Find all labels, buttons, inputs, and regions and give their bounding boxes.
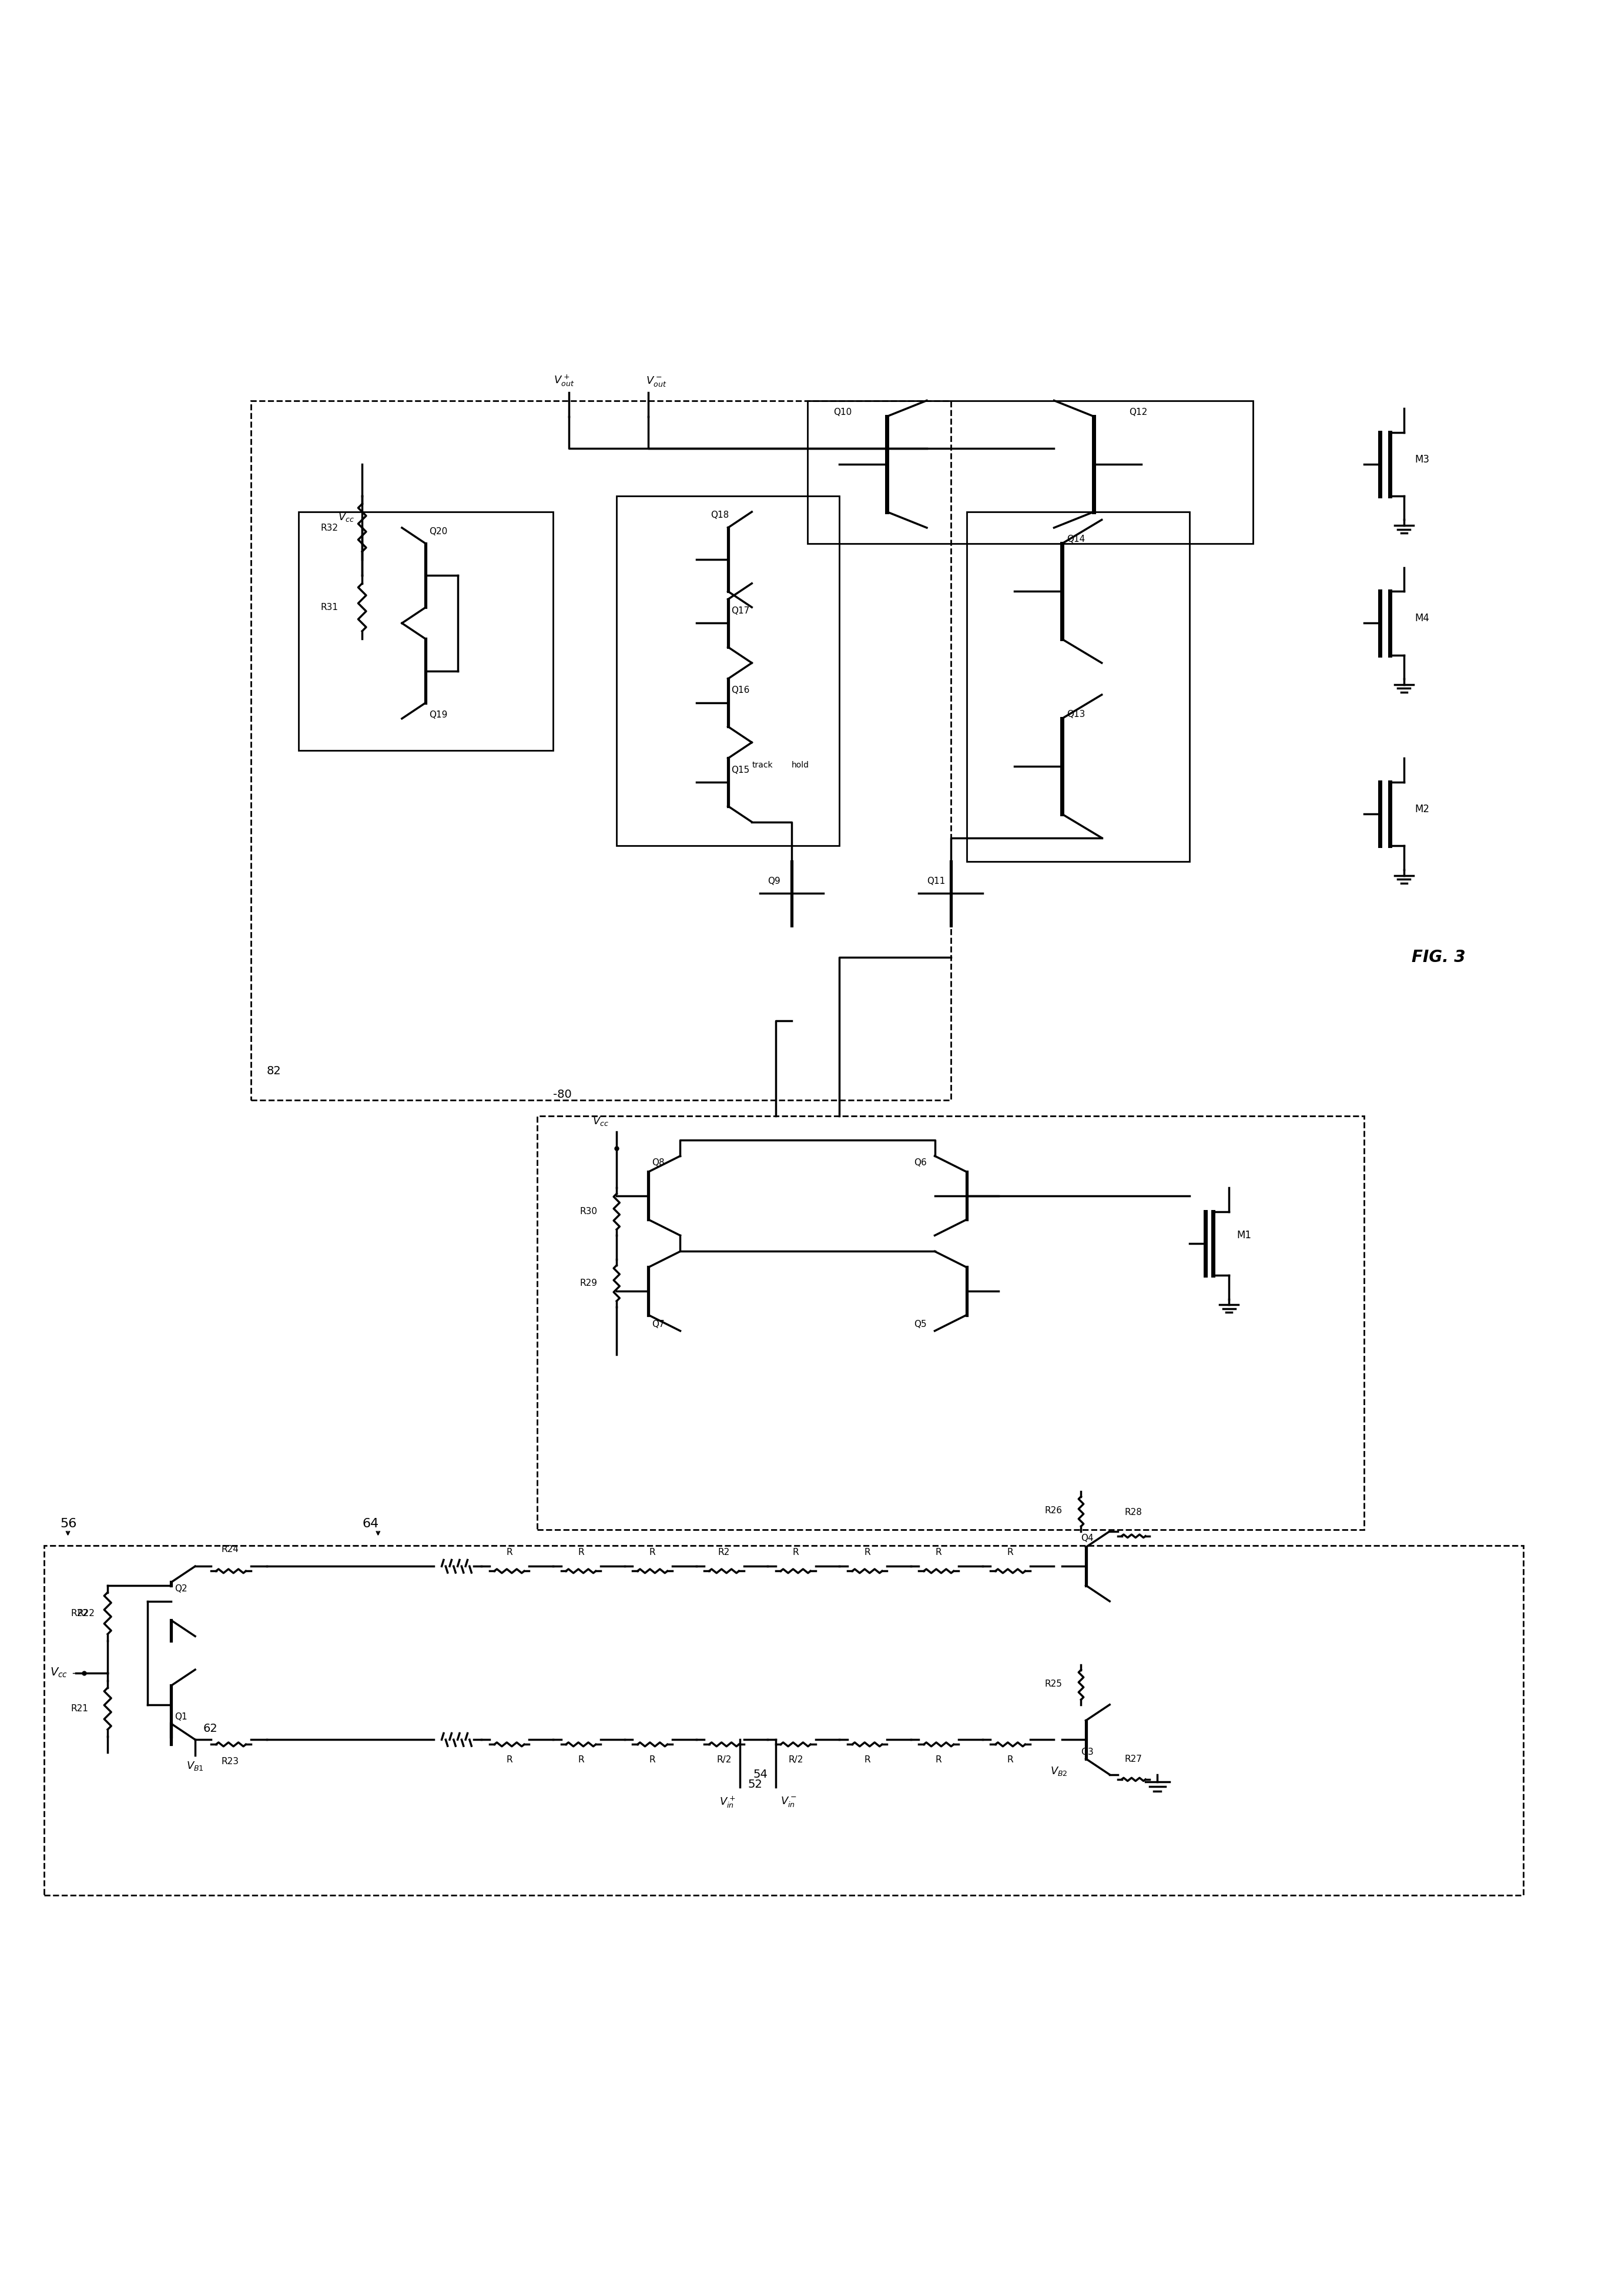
Text: Q14: Q14 (1068, 535, 1085, 544)
Text: R: R (793, 1548, 799, 1557)
Text: R: R (1008, 1548, 1013, 1557)
Text: Q15: Q15 (732, 765, 749, 774)
Text: Q6: Q6 (914, 1157, 927, 1166)
Text: Q13: Q13 (1068, 709, 1085, 719)
Text: Q5: Q5 (914, 1320, 927, 1329)
Text: R2: R2 (719, 1548, 730, 1557)
Text: Q10: Q10 (833, 409, 851, 416)
Text: $V_{cc}$: $V_{cc}$ (593, 1116, 609, 1127)
Text: R/2: R/2 (717, 1756, 732, 1763)
Text: R23: R23 (221, 1756, 239, 1766)
Text: R: R (935, 1756, 942, 1763)
Text: track: track (753, 762, 772, 769)
Text: $V_{out}^-$: $V_{out}^-$ (646, 374, 667, 388)
Text: R29: R29 (580, 1279, 598, 1288)
Text: $V_{cc}$: $V_{cc}$ (338, 512, 354, 523)
Text: Q7: Q7 (651, 1320, 664, 1329)
Text: $V_{in}^-$: $V_{in}^-$ (780, 1795, 796, 1809)
Text: R22: R22 (71, 1609, 89, 1619)
Text: R25: R25 (1045, 1681, 1063, 1688)
Text: 56: 56 (60, 1518, 76, 1529)
Text: R: R (649, 1548, 656, 1557)
Text: Q18: Q18 (711, 512, 730, 519)
Text: M4: M4 (1415, 613, 1429, 625)
Text: R21: R21 (71, 1704, 89, 1713)
Text: 82: 82 (266, 1065, 281, 1077)
Text: hold: hold (791, 762, 809, 769)
Text: R27: R27 (1124, 1754, 1142, 1763)
Text: R: R (578, 1548, 585, 1557)
Text: Q20: Q20 (430, 526, 447, 535)
Text: 52: 52 (748, 1779, 762, 1791)
Text: $V_{in}^+$: $V_{in}^+$ (719, 1795, 735, 1809)
Text: Q4: Q4 (1080, 1534, 1093, 1543)
Text: R24: R24 (221, 1545, 239, 1554)
Text: M3: M3 (1415, 455, 1429, 464)
Text: 62: 62 (203, 1722, 218, 1733)
Text: $V_{B2}$: $V_{B2}$ (1050, 1766, 1068, 1777)
Text: Q1: Q1 (174, 1713, 187, 1722)
Text: Q9: Q9 (767, 877, 780, 886)
Text: -80: -80 (552, 1088, 572, 1100)
Text: $V_{out}^+$: $V_{out}^+$ (554, 374, 575, 388)
Text: 64: 64 (362, 1518, 380, 1529)
Text: Q12: Q12 (1129, 409, 1148, 416)
Text: R26: R26 (1045, 1506, 1063, 1515)
Text: R: R (649, 1756, 656, 1763)
Text: R: R (1008, 1756, 1013, 1763)
Text: $V_{cc}$: $V_{cc}$ (50, 1667, 68, 1678)
Text: Q8: Q8 (651, 1157, 664, 1166)
Text: 54: 54 (753, 1768, 767, 1779)
Text: Q17: Q17 (732, 606, 749, 615)
Text: $V_{B1}$: $V_{B1}$ (186, 1761, 203, 1773)
Text: R22: R22 (78, 1609, 95, 1619)
Text: Q16: Q16 (732, 687, 749, 696)
Text: R31: R31 (321, 604, 338, 611)
Text: R28: R28 (1124, 1508, 1142, 1518)
Text: Q19: Q19 (430, 712, 447, 719)
Text: R30: R30 (580, 1208, 598, 1217)
Text: R: R (505, 1756, 512, 1763)
Text: Q11: Q11 (927, 877, 945, 886)
Text: M2: M2 (1415, 804, 1429, 815)
Text: R: R (505, 1548, 512, 1557)
Text: R/2: R/2 (788, 1756, 803, 1763)
Text: FIG. 3: FIG. 3 (1412, 948, 1466, 964)
Text: R: R (864, 1548, 870, 1557)
Text: M1: M1 (1237, 1231, 1252, 1240)
Text: R: R (578, 1756, 585, 1763)
Text: R: R (864, 1756, 870, 1763)
Text: Q3: Q3 (1080, 1747, 1093, 1756)
Text: Q2: Q2 (174, 1584, 187, 1593)
Text: R: R (935, 1548, 942, 1557)
Text: R32: R32 (321, 523, 338, 533)
